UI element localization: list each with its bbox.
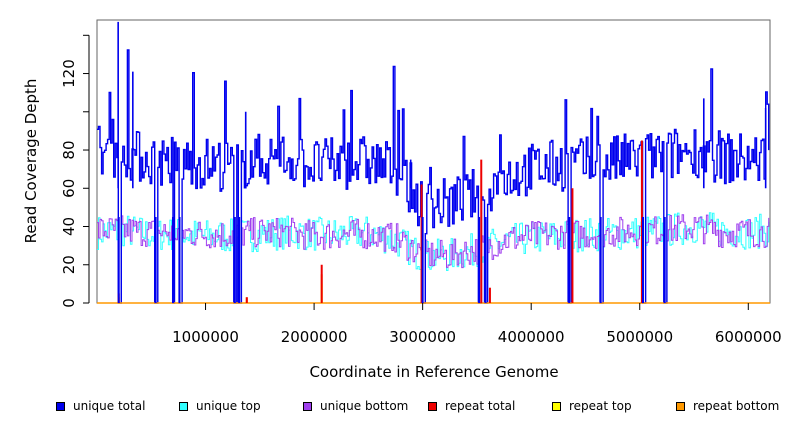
y-axis: 0 20 40 60 80 120 — [60, 34, 90, 308]
x-tick-label: 2000000 — [281, 328, 348, 346]
legend-item-unique-total: unique total — [56, 399, 145, 413]
legend-label: repeat bottom — [693, 399, 780, 413]
legend-item-repeat-top: repeat top — [552, 399, 632, 413]
legend: unique total unique top unique bottom re… — [0, 399, 792, 419]
plot-frame — [96, 19, 771, 304]
series-line-unique-total — [97, 49, 770, 304]
legend-label: repeat top — [569, 399, 632, 413]
x-tick-label: 6000000 — [715, 328, 782, 346]
legend-label: unique bottom — [320, 399, 409, 413]
x-tick-label: 3000000 — [389, 328, 456, 346]
legend-label: unique total — [73, 399, 146, 413]
y-tick-label: 60 — [60, 179, 78, 198]
y-axis-title: Read Coverage Depth — [22, 79, 40, 244]
legend-label: unique top — [196, 399, 261, 413]
series-line-unique-bottom — [97, 214, 770, 304]
x-tick-label: 5000000 — [606, 328, 673, 346]
x-tick-label: 4000000 — [498, 328, 565, 346]
legend-swatch — [179, 401, 188, 411]
y-tick-label: 40 — [60, 217, 78, 236]
x-axis: 1000000 2000000 3000000 4000000 5000000 60000… — [172, 303, 782, 346]
legend-swatch — [676, 401, 685, 411]
x-axis-title: Coordinate in Reference Genome — [309, 363, 558, 381]
series-line-unique-top — [97, 212, 770, 304]
series-layer — [97, 21, 770, 304]
y-tick-label: 0 — [60, 298, 78, 308]
legend-swatch — [552, 401, 561, 411]
legend-swatch — [303, 401, 312, 411]
legend-swatch — [428, 401, 437, 411]
legend-item-repeat-bottom: repeat bottom — [676, 399, 779, 413]
legend-swatch — [56, 401, 65, 411]
y-tick-label: 20 — [60, 255, 78, 274]
legend-item-unique-bottom: unique bottom — [303, 399, 408, 413]
x-tick-label: 1000000 — [172, 328, 239, 346]
legend-item-repeat-total: repeat total — [428, 399, 515, 413]
legend-label: repeat total — [445, 399, 516, 413]
y-tick-label: 80 — [60, 140, 78, 159]
y-tick-label: 120 — [60, 59, 78, 88]
legend-item-unique-top: unique top — [179, 399, 261, 413]
